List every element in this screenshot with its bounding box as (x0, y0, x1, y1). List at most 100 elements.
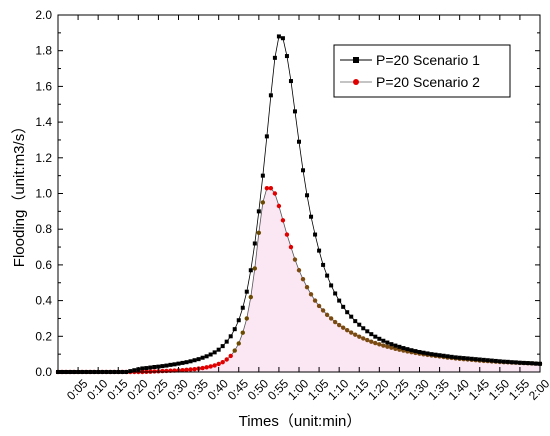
y-tick-label: 0.2 (35, 329, 52, 343)
series-1-point (329, 283, 334, 288)
series-1-point (325, 273, 330, 278)
series-1-point (429, 352, 434, 357)
series-1-point (377, 336, 382, 341)
series-2-point (353, 332, 358, 337)
series-1-point (148, 365, 153, 370)
series-2-point (369, 339, 374, 344)
legend-swatch-marker (353, 57, 359, 63)
series-1-point (401, 346, 406, 351)
series-2-point (332, 319, 338, 325)
series-1-point (260, 173, 265, 178)
series-1-point (513, 360, 518, 365)
x-axis-title: Times（unit:min） (239, 413, 362, 430)
series-1-point (501, 359, 506, 364)
series-2-point (385, 344, 390, 349)
legend-box (333, 44, 511, 98)
series-1-point (441, 353, 446, 358)
series-2-point (160, 368, 165, 374)
series-2-point (296, 268, 302, 273)
series-1-point (204, 354, 209, 359)
series-1-point (517, 360, 522, 365)
series-1-point (465, 356, 470, 361)
series-2-point (373, 340, 378, 346)
series-2-point (208, 364, 213, 369)
series-1-point (521, 360, 526, 365)
series-1-point (485, 358, 490, 363)
series-1-point (457, 355, 462, 360)
series-2-point (280, 218, 286, 223)
series-1-point (333, 291, 338, 296)
series-1-point (417, 350, 422, 355)
series-1-point (268, 93, 273, 98)
y-tick-label: 2.0 (35, 8, 52, 22)
series-1-point (152, 365, 157, 370)
series-2-point (184, 367, 189, 373)
series-2-point (260, 200, 266, 205)
series-1-point (317, 248, 322, 253)
x-tick-label: 2:00 (526, 376, 550, 403)
series-1-point (212, 350, 217, 355)
series-1-point (509, 360, 514, 365)
series-1-point (284, 54, 289, 59)
series-1-point (341, 304, 346, 309)
series-1-point (345, 310, 350, 315)
y-tick-label: 1.8 (35, 44, 52, 58)
series-2-point (288, 244, 294, 250)
series-1-point (313, 232, 318, 237)
series-1-point (349, 314, 354, 319)
series-1-point (389, 342, 394, 347)
series-2-point (188, 367, 193, 372)
series-1-point (413, 349, 418, 354)
series-2-point (244, 316, 249, 321)
series-1-point (128, 369, 133, 374)
series-1-point (405, 347, 410, 352)
series-1-point (409, 348, 414, 353)
series-1-point (497, 359, 502, 364)
series-1-point (489, 358, 494, 363)
series-2-point (200, 365, 205, 371)
series-1-point (164, 363, 169, 368)
series-2-point (336, 322, 342, 328)
y-tick-label: 0.4 (35, 294, 52, 308)
series-2-point (252, 266, 258, 271)
y-tick-label: 0.0 (35, 365, 52, 379)
series-2-point (365, 337, 370, 343)
series-1-point (393, 343, 398, 348)
series-1-point (433, 352, 438, 357)
series-1-point (208, 352, 213, 357)
series-1-point (184, 360, 189, 365)
series-1-point (425, 351, 430, 356)
series-1-point (216, 347, 221, 352)
series-1-point (421, 350, 426, 355)
series-2-point (248, 294, 253, 300)
series-2-point (236, 341, 241, 346)
series-1-point (168, 362, 173, 367)
series-2-point (349, 330, 354, 335)
series-1-point (140, 366, 145, 371)
series-1-point (445, 354, 450, 359)
series-1-point (272, 55, 277, 60)
y-axis-title: Flooding（unit:m3/s） (11, 119, 28, 267)
series-1-point (321, 262, 326, 267)
series-2-point (268, 185, 274, 191)
series-1-point (232, 327, 237, 332)
legend-label: P=20 Scenario 1 (376, 52, 480, 68)
series-2-point (393, 346, 398, 351)
series-1-point (297, 139, 301, 144)
series-1-point (469, 356, 474, 361)
series-1-point (172, 362, 177, 367)
series-1-point (369, 332, 374, 337)
y-tick-label: 1.2 (35, 151, 52, 165)
series-1-point (301, 168, 306, 173)
series-1-point (252, 241, 257, 246)
series-2-point (180, 368, 185, 373)
series-2-point (232, 348, 237, 353)
series-1-point (381, 338, 386, 343)
series-2-point (216, 361, 221, 367)
series-1-point (244, 289, 249, 294)
series-2-point (361, 336, 366, 341)
series-2-point (212, 363, 217, 368)
series-2-point (381, 343, 386, 348)
series-2-point (276, 203, 282, 209)
series-1-point (196, 357, 201, 362)
